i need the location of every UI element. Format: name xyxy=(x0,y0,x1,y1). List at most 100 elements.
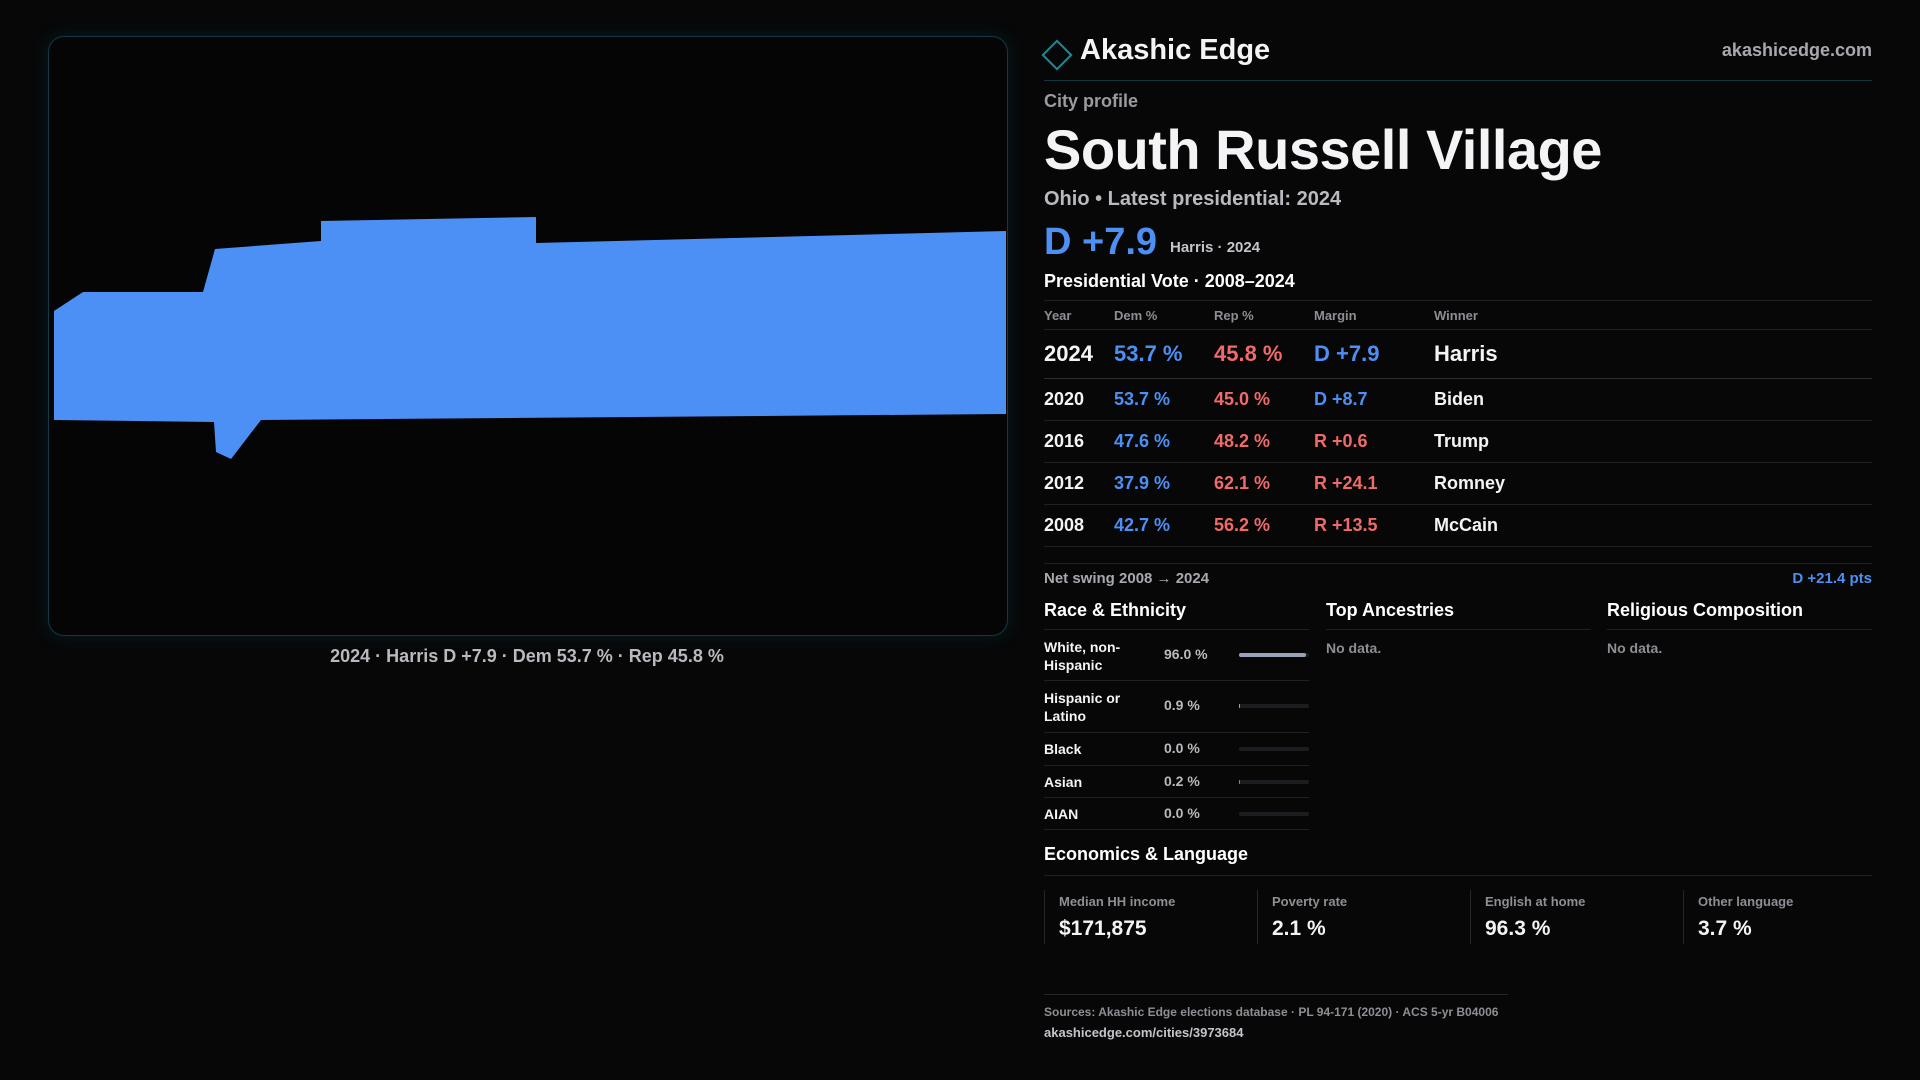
row-winner: Biden xyxy=(1434,378,1872,421)
row-rep: 45.0 % xyxy=(1214,378,1314,421)
row-margin: R +24.1 xyxy=(1314,462,1434,505)
net-swing: Net swing 2008 → 2024 D +21.4 pts xyxy=(1044,563,1872,592)
race-row: Asian 0.2 % xyxy=(1044,766,1309,798)
stat-label: Other language xyxy=(1698,894,1794,909)
col-margin: Margin xyxy=(1314,301,1434,330)
map-caption: 2024 · Harris D +7.9 · Dem 53.7 % · Rep … xyxy=(330,646,724,666)
race-pct: 96.0 % xyxy=(1164,646,1208,662)
city-boundary-map xyxy=(54,217,1006,459)
row-year: 2016 xyxy=(1044,420,1114,463)
race-pct: 0.0 % xyxy=(1164,805,1200,821)
race-bar xyxy=(1239,780,1309,784)
row-winner: Romney xyxy=(1434,462,1872,505)
row-dem: 37.9 % xyxy=(1114,462,1214,505)
vote-table: Year Dem % Rep % Margin Winner 2024 53.7… xyxy=(1044,301,1872,547)
row-dem: 47.6 % xyxy=(1114,420,1214,463)
race-row: Hispanic or Latino 0.9 % xyxy=(1044,681,1309,733)
race-row: AIAN 0.0 % xyxy=(1044,798,1309,830)
row-winner: McCain xyxy=(1434,504,1872,547)
ancestries-empty: No data. xyxy=(1326,640,1382,656)
page-footer: Sources: Akashic Edge elections database… xyxy=(1044,994,1508,1040)
row-margin: R +0.6 xyxy=(1314,420,1434,463)
race-bar xyxy=(1239,704,1309,708)
demographics-section: Race & Ethnicity White, non-Hispanic 96.… xyxy=(1044,600,1872,840)
col-year: Year xyxy=(1044,301,1114,330)
row-winner: Harris xyxy=(1434,329,1872,379)
race-pct: 0.0 % xyxy=(1164,740,1200,756)
profile-panel: Akashic Edge akashicedge.com City profil… xyxy=(1041,30,1872,956)
row-rep: 62.1 % xyxy=(1214,462,1314,505)
row-year: 2024 xyxy=(1044,329,1114,379)
swing-value: D +21.4 pts xyxy=(1792,570,1872,587)
margin-note: Harris · 2024 xyxy=(1170,239,1261,256)
race-label: Hispanic or Latino xyxy=(1044,690,1121,724)
race-label: Asian xyxy=(1044,774,1083,790)
row-rep: 48.2 % xyxy=(1214,420,1314,463)
col-rep: Rep % xyxy=(1214,301,1314,330)
race-row: Black 0.0 % xyxy=(1044,733,1309,766)
ancestries-panel: Top Ancestries No data. xyxy=(1326,600,1591,656)
page-kicker: City profile xyxy=(1044,91,1139,111)
economics-heading: Economics & Language xyxy=(1044,844,1872,876)
race-bar-fill xyxy=(1239,780,1241,784)
table-row: 2012 37.9 % 62.1 % R +24.1 Romney xyxy=(1044,462,1872,505)
race-ethnicity-panel: Race & Ethnicity White, non-Hispanic 96.… xyxy=(1044,600,1309,830)
swing-label: Net swing 2008 → 2024 xyxy=(1044,570,1210,587)
city-map[interactable] xyxy=(48,36,1008,636)
stat-label: Median HH income xyxy=(1059,894,1176,909)
table-row: 2024 53.7 % 45.8 % D +7.9 Harris xyxy=(1044,329,1872,379)
row-year: 2008 xyxy=(1044,504,1114,547)
stat-value: 3.7 % xyxy=(1698,917,1752,940)
row-dem: 53.7 % xyxy=(1114,329,1214,379)
race-row: White, non-Hispanic 96.0 % xyxy=(1044,630,1309,681)
col-winner: Winner xyxy=(1434,301,1872,330)
diamond-icon xyxy=(1041,39,1073,71)
table-row: 2016 47.6 % 48.2 % R +0.6 Trump xyxy=(1044,420,1872,463)
city-boundary-shape xyxy=(54,217,1006,459)
row-year: 2020 xyxy=(1044,378,1114,421)
race-bar xyxy=(1239,747,1309,751)
stat-card: English at home 96.3 % xyxy=(1470,890,1697,944)
race-heading: Race & Ethnicity xyxy=(1044,600,1309,630)
row-margin: D +7.9 xyxy=(1314,329,1434,379)
col-dem: Dem % xyxy=(1114,301,1214,330)
row-margin: D +8.7 xyxy=(1314,378,1434,421)
stat-value: 2.1 % xyxy=(1272,917,1326,940)
stat-card: Other language 3.7 % xyxy=(1683,890,1873,944)
race-bar-fill xyxy=(1239,704,1241,708)
stat-label: Poverty rate xyxy=(1272,894,1348,909)
stat-card: Median HH income $171,875 xyxy=(1044,890,1271,944)
race-label: White, non-Hispanic xyxy=(1044,639,1121,673)
row-dem: 53.7 % xyxy=(1114,378,1214,421)
brand-url-link[interactable]: akashicedge.com xyxy=(1721,40,1872,60)
brand-header: Akashic Edge akashicedge.com xyxy=(1041,30,1872,81)
race-bar xyxy=(1239,812,1309,816)
stat-label: English at home xyxy=(1485,894,1586,909)
page-subtitle: Ohio • Latest presidential: 2024 xyxy=(1044,188,1342,210)
race-pct: 0.9 % xyxy=(1164,697,1200,713)
race-bar-fill xyxy=(1239,653,1307,657)
economics-cards: Median HH income $171,875 Poverty rate 2… xyxy=(1044,890,1872,956)
religion-panel: Religious Composition No data. xyxy=(1607,600,1872,656)
row-rep: 45.8 % xyxy=(1214,329,1314,379)
margin-value: D +7.9 xyxy=(1044,221,1158,263)
table-row: 2008 42.7 % 56.2 % R +13.5 McCain xyxy=(1044,504,1872,547)
row-winner: Trump xyxy=(1434,420,1872,463)
religion-empty: No data. xyxy=(1607,640,1663,656)
vote-section-heading: Presidential Vote · 2008–2024 xyxy=(1044,271,1872,301)
stat-value: $171,875 xyxy=(1059,917,1147,940)
race-label: Black xyxy=(1044,741,1082,757)
row-margin: R +13.5 xyxy=(1314,504,1434,547)
race-label: AIAN xyxy=(1044,806,1079,822)
footer-url-link[interactable]: akashicedge.com/cities/3973684 xyxy=(1044,1025,1244,1040)
stat-value: 96.3 % xyxy=(1485,917,1551,940)
race-bar xyxy=(1239,653,1309,657)
row-year: 2012 xyxy=(1044,462,1114,505)
race-pct: 0.2 % xyxy=(1164,773,1200,789)
footer-sources: Sources: Akashic Edge elections database… xyxy=(1044,1005,1499,1019)
brand-name[interactable]: Akashic Edge xyxy=(1080,34,1271,66)
ancestries-heading: Top Ancestries xyxy=(1326,600,1591,630)
religion-heading: Religious Composition xyxy=(1607,600,1872,630)
page-title: South Russell Village xyxy=(1044,118,1602,181)
row-dem: 42.7 % xyxy=(1114,504,1214,547)
